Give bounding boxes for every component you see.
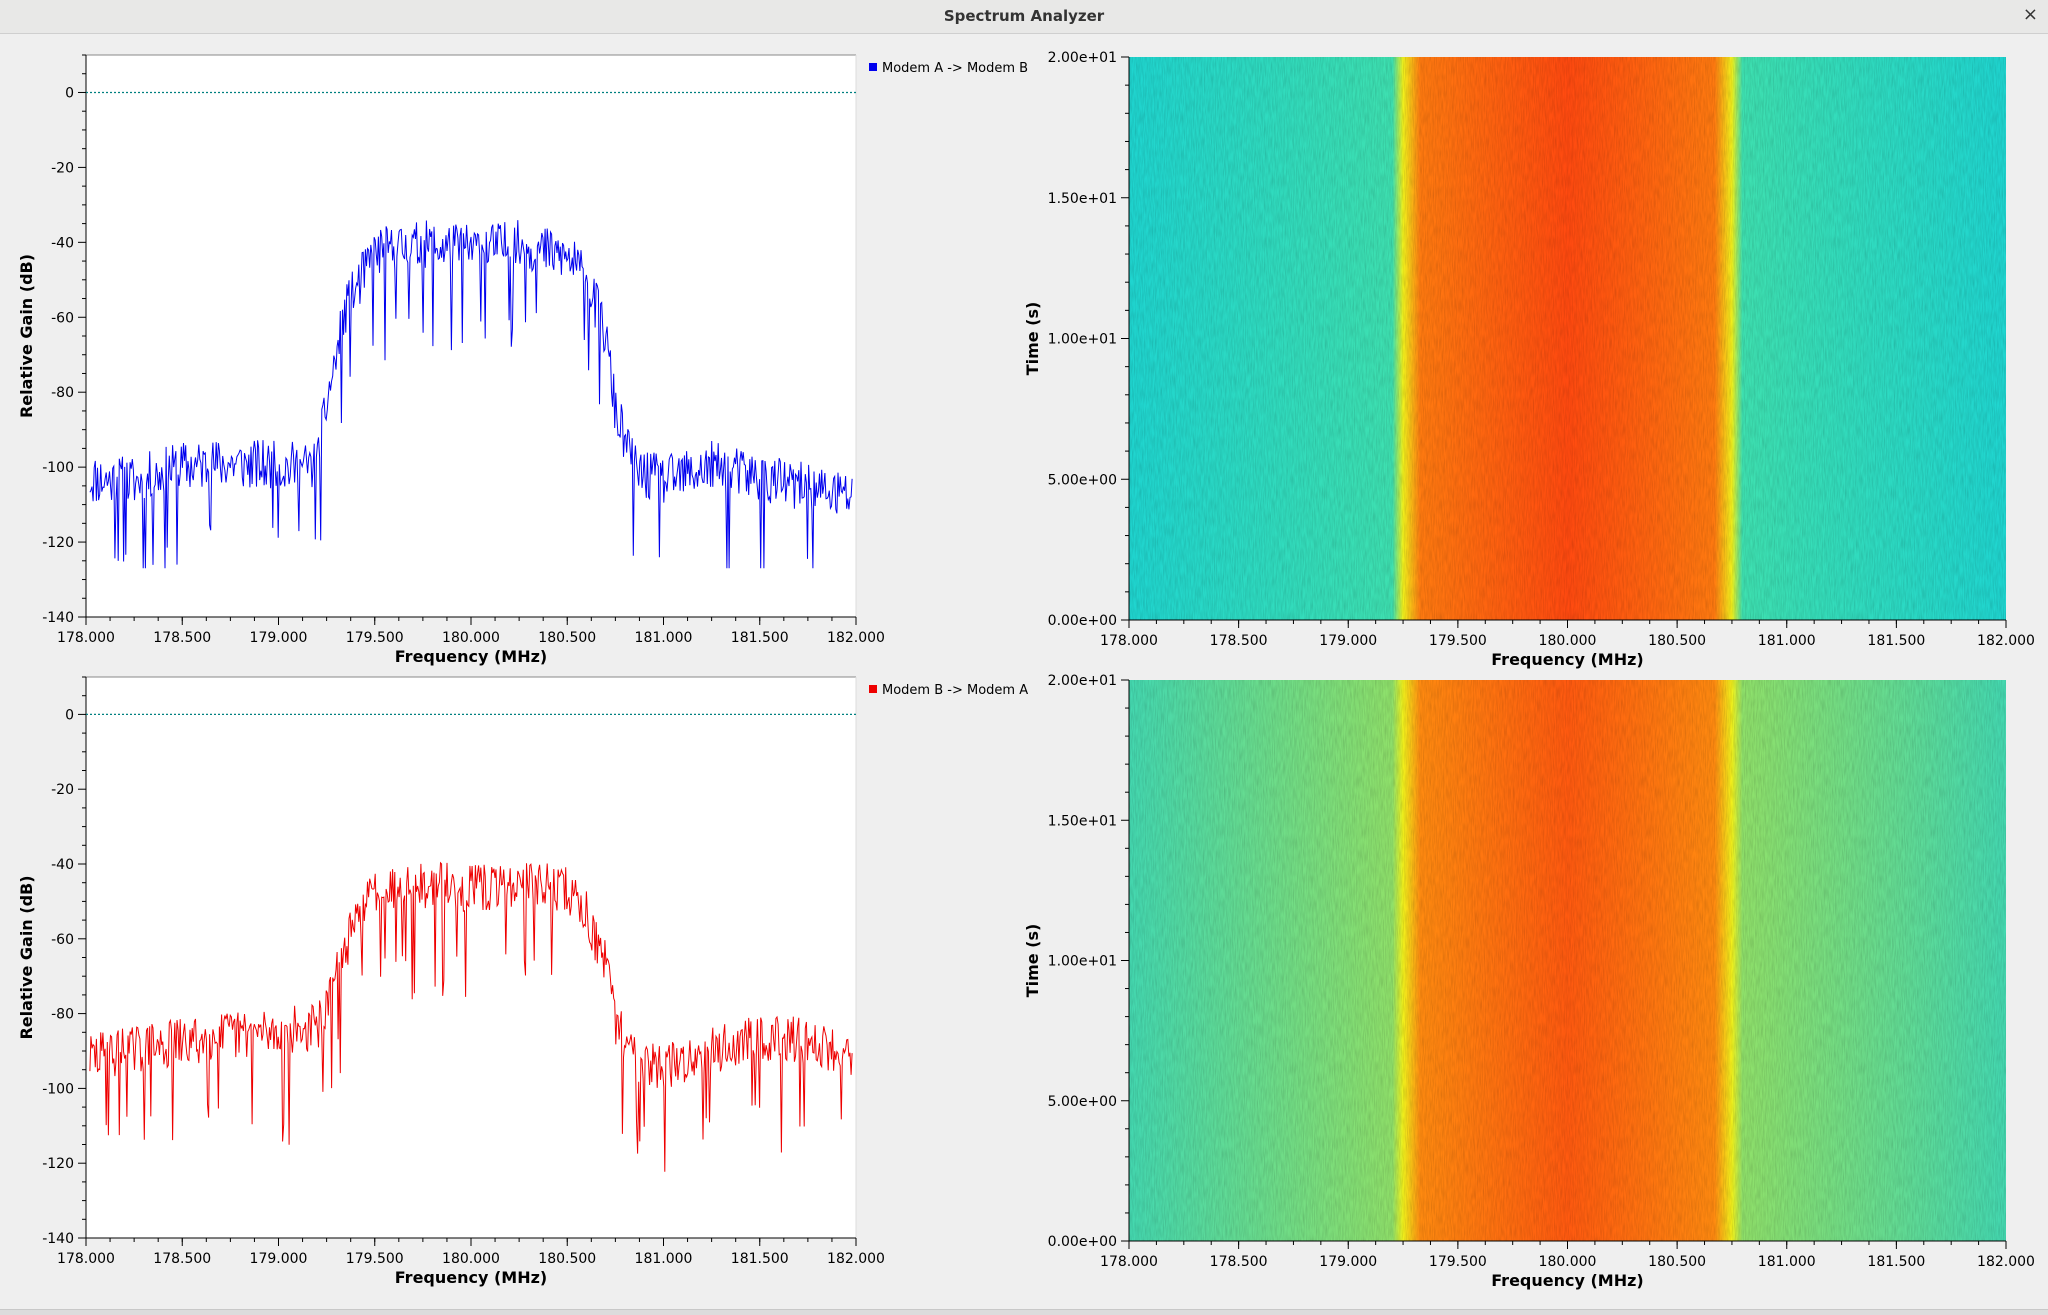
x-tick-label: 178.000: [1100, 633, 1158, 649]
spectrum-plot-top: 0 -20 -40 -60 -80 -100 -120 -140 178.000 178.500 1…: [17, 54, 1028, 666]
y-tick-label: 1.50e+01: [1048, 813, 1117, 829]
y-tick-label: 5.00e+00: [1048, 1094, 1117, 1110]
legend-entry: Modem B -> Modem A: [882, 683, 1028, 698]
x-tick-label: 182.000: [827, 630, 885, 646]
y-axis-label: Time (s): [1023, 302, 1042, 376]
y-tick-label: -20: [51, 782, 74, 798]
y-tick-label: -120: [42, 535, 74, 551]
x-tick-label: 178.000: [57, 630, 115, 646]
y-axis-label: Relative Gain (dB): [17, 875, 36, 1039]
y-tick-label: -120: [42, 1156, 74, 1172]
x-tick-label: 181.500: [731, 1251, 789, 1267]
y-tick-label: 1.50e+01: [1048, 191, 1117, 207]
waterfall-noise: [1129, 57, 2006, 620]
x-tick-label: 178.500: [1210, 633, 1268, 649]
x-tick-label: 180.500: [1648, 633, 1706, 649]
y-tick-label: 0: [65, 707, 74, 723]
waterfall-plot-top: 0.00e+00 5.00e+00 1.00e+01 1.50e+01 2.00e+01…: [1023, 50, 2035, 669]
y-tick-label: -60: [51, 932, 74, 948]
x-tick-label: 182.000: [827, 1251, 885, 1267]
title-bar: Spectrum Analyzer ×: [0, 0, 2048, 34]
x-tick-label: 179.000: [1319, 633, 1377, 649]
x-tick-label: 178.500: [153, 1251, 211, 1267]
y-tick-label: -100: [42, 1081, 74, 1097]
y-tick-label: -80: [51, 1007, 74, 1023]
window-bottom-edge: [0, 1309, 2048, 1315]
close-icon[interactable]: ×: [2022, 4, 2038, 25]
x-axis-label: Frequency (MHz): [1491, 650, 1643, 669]
waterfall-plot-bottom: 0.00e+00 5.00e+00 1.00e+01 1.50e+01 2.00e+01…: [1023, 673, 2035, 1290]
x-tick-label: 179.000: [250, 1251, 308, 1267]
x-tick-label: 181.000: [635, 630, 693, 646]
x-tick-label: 180.500: [538, 1251, 596, 1267]
x-tick-label: 181.500: [1867, 1254, 1925, 1270]
legend-swatch: [869, 63, 877, 71]
x-tick-label: 179.500: [1429, 1254, 1487, 1270]
legend-entry: Modem A -> Modem B: [882, 61, 1028, 76]
x-tick-label: 181.000: [1758, 1254, 1816, 1270]
x-tick-label: 178.500: [153, 630, 211, 646]
y-tick-label: 1.00e+01: [1048, 332, 1117, 348]
x-tick-label: 180.500: [538, 630, 596, 646]
x-tick-label: 180.500: [1648, 1254, 1706, 1270]
x-tick-label: 179.000: [1319, 1254, 1377, 1270]
y-tick-label: 0.00e+00: [1048, 1234, 1117, 1250]
y-tick-label: 0.00e+00: [1048, 613, 1117, 629]
x-axis-label: Frequency (MHz): [395, 647, 547, 666]
waterfall-noise: [1129, 680, 2006, 1241]
x-tick-label: 179.500: [346, 1251, 404, 1267]
x-tick-label: 181.000: [635, 1251, 693, 1267]
x-tick-label: 179.500: [1429, 633, 1487, 649]
x-tick-label: 181.000: [1758, 633, 1816, 649]
x-tick-label: 179.500: [346, 630, 404, 646]
x-tick-label: 178.000: [1100, 1254, 1158, 1270]
series-line: [89, 861, 853, 1172]
legend-swatch: [869, 685, 877, 693]
x-tick-label: 182.000: [1977, 633, 2035, 649]
y-tick-label: -20: [51, 160, 74, 176]
y-tick-label: -40: [51, 235, 74, 251]
y-tick-label: 2.00e+01: [1048, 673, 1117, 689]
x-tick-label: 180.000: [1539, 1254, 1597, 1270]
x-tick-label: 180.000: [1539, 633, 1597, 649]
x-tick-label: 180.000: [442, 630, 500, 646]
y-tick-label: -60: [51, 310, 74, 326]
y-axis-label: Relative Gain (dB): [17, 254, 36, 418]
y-tick-label: -140: [42, 1231, 74, 1247]
spectrum-plot-bottom: 0 -20 -40 -60 -80 -100 -120 -140 178.000 178.500 1…: [17, 676, 1028, 1287]
y-tick-label: 0: [65, 85, 74, 101]
y-axis-label: Time (s): [1023, 924, 1042, 998]
y-tick-label: 2.00e+01: [1048, 50, 1117, 66]
y-tick-label: 5.00e+00: [1048, 472, 1117, 488]
y-tick-label: -100: [42, 460, 74, 476]
window-title: Spectrum Analyzer: [943, 7, 1105, 25]
x-tick-label: 178.000: [57, 1251, 115, 1267]
series-line: [89, 220, 853, 569]
x-tick-label: 180.000: [442, 1251, 500, 1267]
y-tick-label: 1.00e+01: [1048, 954, 1117, 970]
x-axis-label: Frequency (MHz): [1491, 1271, 1643, 1290]
x-tick-label: 178.500: [1210, 1254, 1268, 1270]
plot-canvas: [86, 677, 856, 1238]
y-tick-label: -40: [51, 857, 74, 873]
x-tick-label: 182.000: [1977, 1254, 2035, 1270]
y-tick-label: -140: [42, 610, 74, 626]
x-tick-label: 181.500: [1867, 633, 1925, 649]
x-tick-label: 181.500: [731, 630, 789, 646]
x-axis-label: Frequency (MHz): [395, 1268, 547, 1287]
y-tick-label: -80: [51, 385, 74, 401]
plot-canvas: [86, 55, 856, 617]
x-tick-label: 179.000: [250, 630, 308, 646]
